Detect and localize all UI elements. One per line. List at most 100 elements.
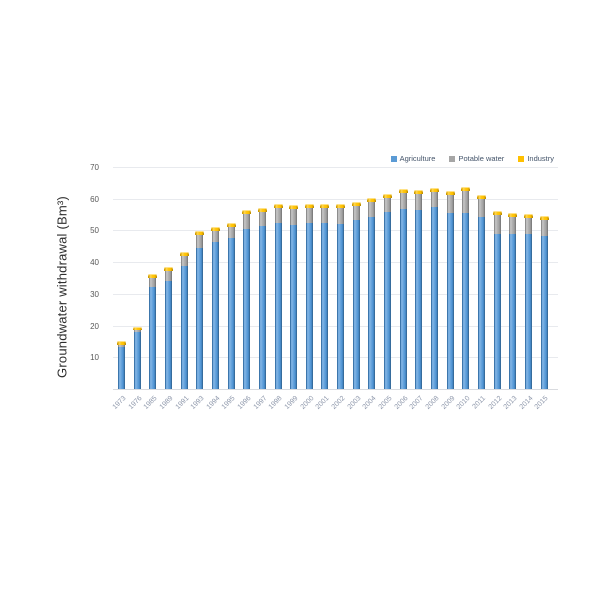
bar-group-2009 xyxy=(445,190,455,389)
bar-segment-potable-water xyxy=(196,235,204,248)
bar-group-1989 xyxy=(163,267,173,389)
bar-segment-potable-water xyxy=(415,193,423,211)
bar-segment-potable-water xyxy=(211,230,219,242)
bar-segment-industry xyxy=(523,214,533,219)
bar-segment-industry xyxy=(195,231,205,236)
bar-segment-potable-water xyxy=(477,198,485,218)
bar-segment-potable-water xyxy=(446,194,454,213)
x-tick-label: 2004 xyxy=(361,395,378,411)
bar-segment-agriculture xyxy=(524,233,532,389)
bar-segment-industry xyxy=(430,187,439,192)
bar-segment-agriculture xyxy=(149,287,157,389)
x-tick-label: 1994 xyxy=(205,395,222,411)
bar-segment-industry xyxy=(351,201,361,206)
bar-segment-agriculture xyxy=(462,212,470,389)
legend-item-industry: Industry xyxy=(518,154,554,163)
bar-segment-potable-water xyxy=(305,208,313,224)
bar-segment-potable-water xyxy=(337,207,345,224)
bar-segment-industry xyxy=(257,208,267,213)
bar-group-1998 xyxy=(273,203,283,389)
bar-group-2007 xyxy=(414,189,424,389)
bar-group-1976 xyxy=(132,327,142,389)
y-tick-label: 60 xyxy=(90,194,99,204)
bar-segment-potable-water xyxy=(133,330,141,333)
bar-segment-agriculture xyxy=(431,206,438,389)
bar-segment-potable-water xyxy=(368,201,376,218)
bar-group-1994 xyxy=(210,226,220,389)
bar-segment-agriculture xyxy=(196,247,204,389)
legend-item-agriculture: Agriculture xyxy=(390,154,435,163)
bar-group-2000 xyxy=(304,204,314,389)
bar-segment-potable-water xyxy=(118,344,125,347)
bar-group-1973 xyxy=(117,341,126,389)
plot-area xyxy=(113,167,558,390)
bar-segment-potable-water xyxy=(258,212,266,226)
bar-segment-industry xyxy=(383,193,393,199)
legend-swatch-icon xyxy=(518,155,525,162)
y-tick-label: 20 xyxy=(90,321,99,331)
y-tick-label: 10 xyxy=(90,353,99,363)
bar-group-2013 xyxy=(508,212,518,389)
bar-segment-potable-water xyxy=(493,215,501,234)
bar-segment-agriculture xyxy=(211,241,219,389)
bar-segment-agriculture xyxy=(118,346,125,389)
bar-group-1997 xyxy=(257,208,267,389)
x-axis-baseline xyxy=(113,389,558,390)
bar-segment-agriculture xyxy=(180,265,188,389)
x-tick-label: 2002 xyxy=(330,395,347,411)
bar-group-2012 xyxy=(492,211,502,389)
bar-segment-agriculture xyxy=(509,234,517,389)
bar-segment-potable-water xyxy=(524,218,532,234)
bar-segment-agriculture xyxy=(227,238,235,389)
x-tick-label: 2012 xyxy=(487,395,504,411)
bar-group-2001 xyxy=(320,204,330,389)
y-tick-label: 30 xyxy=(90,289,99,299)
bar-segment-agriculture xyxy=(477,217,485,389)
bar-group-2011 xyxy=(476,194,486,389)
bar-segment-industry xyxy=(179,252,189,257)
x-tick-label: 1995 xyxy=(221,395,238,411)
x-tick-label: 2015 xyxy=(534,395,551,411)
x-tick-label: 1985 xyxy=(142,395,159,411)
bar-segment-potable-water xyxy=(431,191,438,207)
bar-segment-potable-water xyxy=(399,192,407,210)
bar-segment-agriculture xyxy=(133,332,141,389)
bar-group-2003 xyxy=(351,201,361,389)
bar-segment-agriculture xyxy=(243,228,251,389)
gridline xyxy=(113,262,558,264)
x-tick-label: 1993 xyxy=(189,395,206,411)
bar-segment-agriculture xyxy=(290,225,298,389)
y-axis-title: Groundwater withdrawal (Bm³) xyxy=(54,196,70,378)
bar-segment-industry xyxy=(210,226,220,231)
bar-segment-agriculture xyxy=(258,225,266,389)
bar-group-1993 xyxy=(195,231,205,389)
bar-segment-potable-water xyxy=(384,198,392,213)
x-tick-label: 2009 xyxy=(440,395,457,411)
bar-segment-industry xyxy=(476,194,486,199)
x-tick-label: 1976 xyxy=(127,395,144,411)
x-tick-label: 2001 xyxy=(314,395,331,411)
bar-segment-potable-water xyxy=(352,205,360,220)
y-tick-label: 70 xyxy=(90,163,99,172)
legend-label: Potable water xyxy=(458,154,505,163)
bar-segment-industry xyxy=(461,186,471,191)
bar-segment-industry xyxy=(132,327,142,331)
bar-group-2008 xyxy=(430,187,439,389)
x-tick-label: 1999 xyxy=(283,395,300,411)
bar-group-2010 xyxy=(461,186,471,389)
gridline xyxy=(113,325,558,327)
bar-segment-agriculture xyxy=(321,223,329,389)
gridline xyxy=(113,293,558,295)
bar-group-2005 xyxy=(383,193,393,389)
y-tick-label: 40 xyxy=(90,258,99,268)
x-tick-label: 1997 xyxy=(252,395,269,411)
bar-segment-agriculture xyxy=(446,212,454,389)
x-tick-label: 2005 xyxy=(377,395,394,411)
bar-segment-industry xyxy=(492,211,502,216)
x-tick-label: 1989 xyxy=(158,395,175,411)
bar-segment-industry xyxy=(445,190,455,195)
y-tick-label: 50 xyxy=(90,226,99,236)
legend-label: Industry xyxy=(527,154,554,163)
x-tick-label: 2007 xyxy=(408,395,425,411)
